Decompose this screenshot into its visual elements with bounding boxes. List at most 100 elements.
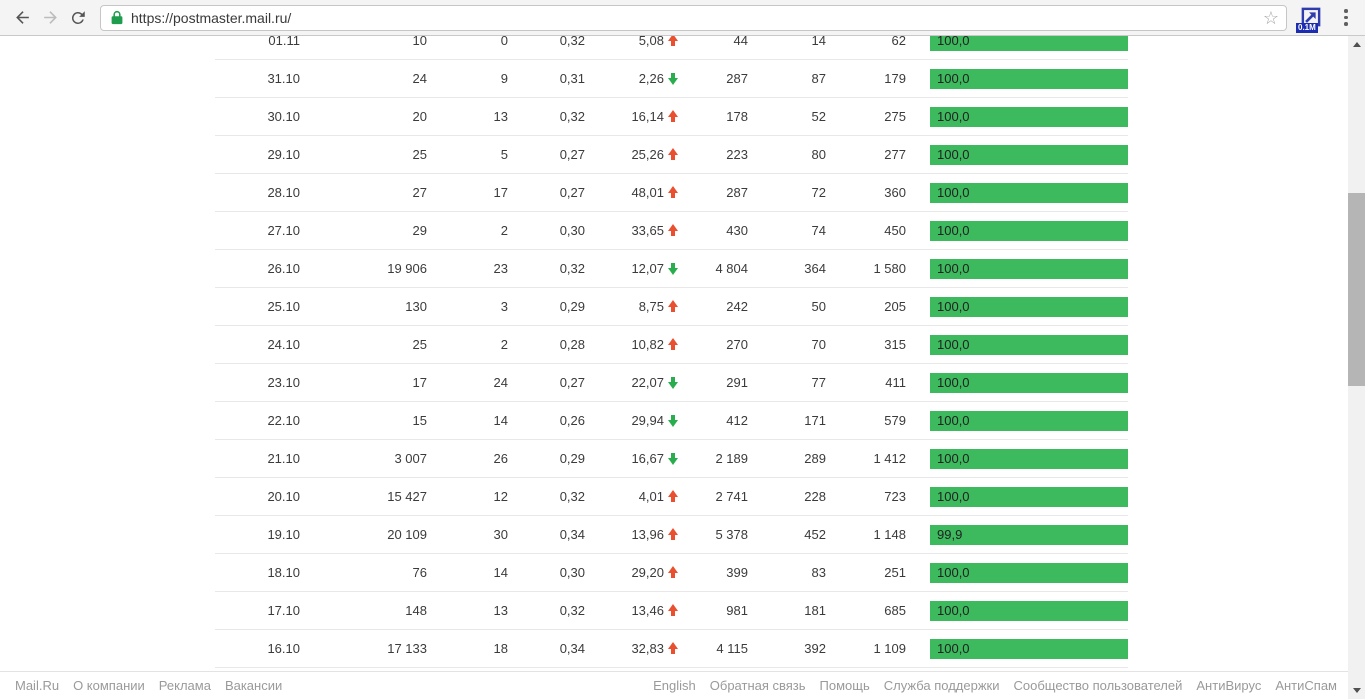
value-cell-4: 44 <box>733 36 748 48</box>
value-cell-4: 981 <box>726 603 748 618</box>
value-cell-3: 0,34 <box>559 641 585 656</box>
value-cell-2: 14 <box>493 565 508 580</box>
value-cell-4: 242 <box>726 299 748 314</box>
value-cell-6: 723 <box>884 489 906 504</box>
footer-link-help[interactable]: Помощь <box>819 678 870 693</box>
value-cell-5: 52 <box>811 109 826 124</box>
value-cell-2: 2 <box>500 337 508 352</box>
table-row: 25.10 130 3 0,29 8,75 242 50 205 100,0 <box>215 288 1128 326</box>
date-cell: 27.10 <box>267 223 300 238</box>
progress-bar-cell: 100,0 <box>930 372 1128 393</box>
progress-bar-cell: 100,0 <box>930 258 1128 279</box>
value-cell-3: 0,34 <box>559 527 585 542</box>
value-cell-4: 270 <box>726 337 748 352</box>
table-row: 01.11 10 0 0,32 5,08 44 14 62 100,0 <box>215 36 1128 60</box>
date-cell: 23.10 <box>267 375 300 390</box>
percent-cell: 13,46 <box>585 603 678 618</box>
value-cell-2: 2 <box>500 223 508 238</box>
value-cell-4: 4 804 <box>715 261 748 276</box>
value-cell-5: 364 <box>804 261 826 276</box>
value-cell-6: 315 <box>884 337 906 352</box>
progress-bar-cell: 100,0 <box>930 182 1128 203</box>
value-cell-4: 2 741 <box>715 489 748 504</box>
value-cell-5: 452 <box>804 527 826 542</box>
value-cell-1: 24 <box>412 71 427 86</box>
progress-bar: 100,0 <box>930 372 1128 393</box>
footer-link-community[interactable]: Сообщество пользователей <box>1013 678 1183 693</box>
progress-bar-cell: 100,0 <box>930 638 1128 659</box>
scrollbar-down-icon <box>1352 688 1361 693</box>
footer-link-ads[interactable]: Реклама <box>158 678 211 693</box>
value-cell-2: 30 <box>493 527 508 542</box>
value-cell-5: 228 <box>804 489 826 504</box>
percent-cell: 16,14 <box>585 109 678 124</box>
progress-bar-cell: 100,0 <box>930 448 1128 469</box>
table-row: 26.10 19 906 23 0,32 12,07 4 804 364 1 5… <box>215 250 1128 288</box>
browser-menu-button[interactable] <box>1337 6 1355 30</box>
progress-bar: 100,0 <box>930 220 1128 241</box>
value-cell-3: 0,30 <box>559 223 585 238</box>
bookmark-star-icon[interactable]: ☆ <box>1262 7 1279 28</box>
scrollbar-up-button[interactable] <box>1348 36 1365 53</box>
trend-arrow-icon <box>668 414 678 427</box>
scrollbar-thumb[interactable] <box>1348 193 1365 386</box>
progress-bar-cell: 100,0 <box>930 106 1128 127</box>
progress-bar-cell: 100,0 <box>930 220 1128 241</box>
value-cell-6: 1 412 <box>873 451 906 466</box>
value-cell-3: 0,29 <box>559 451 585 466</box>
value-cell-6: 411 <box>885 375 906 390</box>
footer-link-mailru[interactable]: Mail.Ru <box>15 678 60 693</box>
value-cell-6: 275 <box>884 109 906 124</box>
back-button[interactable] <box>8 4 36 32</box>
scrollbar[interactable] <box>1348 36 1365 699</box>
percent-cell: 33,65 <box>585 223 678 238</box>
scrollbar-up-icon <box>1352 42 1361 47</box>
value-cell-2: 24 <box>493 375 508 390</box>
value-cell-4: 287 <box>726 71 748 86</box>
table-row: 24.10 25 2 0,28 10,82 270 70 315 100,0 <box>215 326 1128 364</box>
value-cell-6: 360 <box>884 185 906 200</box>
date-cell: 19.10 <box>267 527 300 542</box>
trend-arrow-icon <box>668 72 678 85</box>
url-text[interactable]: https://postmaster.mail.ru/ <box>131 9 292 26</box>
scrollbar-down-button[interactable] <box>1348 682 1365 699</box>
value-cell-5: 50 <box>811 299 826 314</box>
progress-bar-cell: 100,0 <box>930 144 1128 165</box>
value-cell-1: 20 109 <box>387 527 427 542</box>
footer-link-feedback[interactable]: Обратная связь <box>709 678 806 693</box>
ssl-lock-icon[interactable] <box>111 10 123 25</box>
address-bar[interactable]: https://postmaster.mail.ru/ ☆ <box>100 4 1287 31</box>
value-cell-5: 70 <box>811 337 826 352</box>
date-cell: 29.10 <box>267 147 300 162</box>
progress-bar: 99,9 <box>930 524 1128 545</box>
footer-link-jobs[interactable]: Вакансии <box>224 678 283 693</box>
percent-value: 16,67 <box>631 451 664 466</box>
value-cell-2: 12 <box>493 489 508 504</box>
reload-button[interactable] <box>64 4 92 32</box>
footer-link-english[interactable]: English <box>653 678 696 693</box>
progress-bar-label: 100,0 <box>937 109 970 124</box>
footer-link-support[interactable]: Служба поддержки <box>883 678 1000 693</box>
statistics-table: 01.11 10 0 0,32 5,08 44 14 62 100,0 31.1… <box>215 36 1128 668</box>
value-cell-2: 13 <box>493 603 508 618</box>
progress-bar-label: 100,0 <box>937 603 970 618</box>
value-cell-1: 29 <box>412 223 427 238</box>
extension-button[interactable]: 0.1M <box>1296 5 1323 33</box>
footer-link-antispam[interactable]: АнтиСпам <box>1275 678 1337 693</box>
footer-link-company[interactable]: О компании <box>73 678 145 693</box>
value-cell-1: 15 427 <box>387 489 427 504</box>
value-cell-5: 83 <box>811 565 826 580</box>
value-cell-5: 289 <box>804 451 826 466</box>
value-cell-6: 205 <box>884 299 906 314</box>
footer-link-antivirus[interactable]: АнтиВирус <box>1196 678 1262 693</box>
progress-bar-label: 100,0 <box>937 641 970 656</box>
trend-arrow-icon <box>668 224 678 237</box>
date-cell: 16.10 <box>267 641 300 656</box>
date-cell: 24.10 <box>267 337 300 352</box>
value-cell-3: 0,29 <box>559 299 585 314</box>
forward-button[interactable] <box>36 4 64 32</box>
value-cell-3: 0,32 <box>559 36 585 48</box>
extension-badge: 0.1M <box>1296 22 1318 33</box>
trend-arrow-icon <box>668 110 678 123</box>
value-cell-2: 9 <box>500 71 508 86</box>
